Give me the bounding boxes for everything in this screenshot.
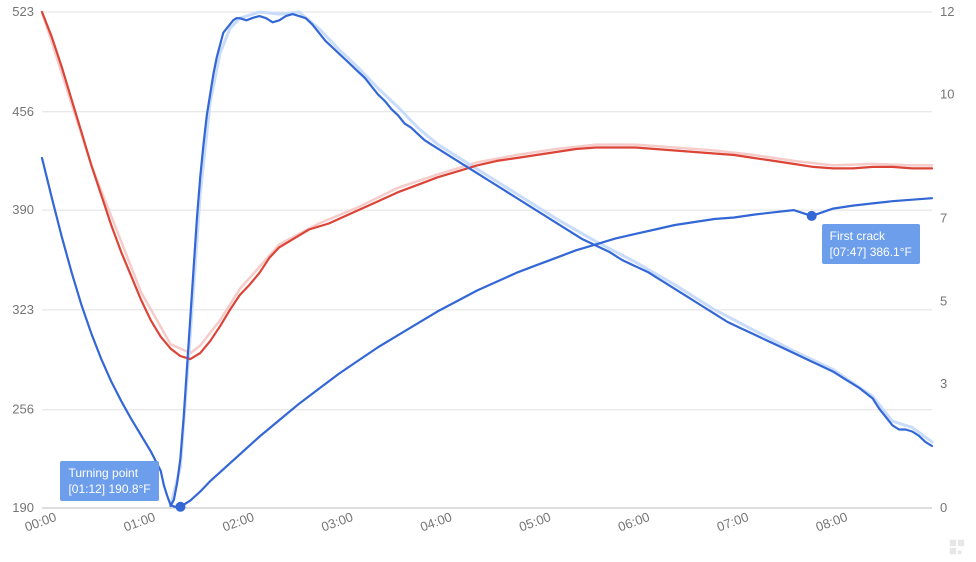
y-left-tick-label: 256 xyxy=(12,402,34,417)
y-left-tick-label: 323 xyxy=(12,302,34,317)
y-right-tick-label: 0 xyxy=(940,500,947,515)
y-left-tick-label: 456 xyxy=(12,104,34,119)
series-drum-temp-ghost xyxy=(42,12,932,353)
x-tick-label: 03:00 xyxy=(319,509,355,534)
first-crack-marker xyxy=(807,211,817,221)
y-left-tick-label: 523 xyxy=(12,4,34,19)
y-right-tick-label: 3 xyxy=(940,376,947,391)
x-tick-label: 01:00 xyxy=(121,509,157,534)
roast-chart: 1902563233904565230357101200:0001:0002:0… xyxy=(0,0,976,562)
y-right-tick-label: 12 xyxy=(940,4,954,19)
y-right-tick-label: 10 xyxy=(940,87,954,102)
turning-point-marker xyxy=(175,502,185,512)
y-right-tick-label: 7 xyxy=(940,211,947,226)
x-tick-label: 06:00 xyxy=(616,509,652,534)
chart-svg: 1902563233904565230357101200:0001:0002:0… xyxy=(0,0,976,562)
y-right-tick-label: 5 xyxy=(940,293,947,308)
x-tick-label: 04:00 xyxy=(418,509,454,534)
x-tick-label: 08:00 xyxy=(814,509,850,534)
x-tick-label: 02:00 xyxy=(220,509,256,534)
series-drum-temp xyxy=(42,12,932,359)
y-left-tick-label: 390 xyxy=(12,202,34,217)
watermark-icon xyxy=(948,538,966,556)
x-tick-label: 05:00 xyxy=(517,509,553,534)
x-tick-label: 07:00 xyxy=(715,509,751,534)
y-left-tick-label: 190 xyxy=(12,500,34,515)
